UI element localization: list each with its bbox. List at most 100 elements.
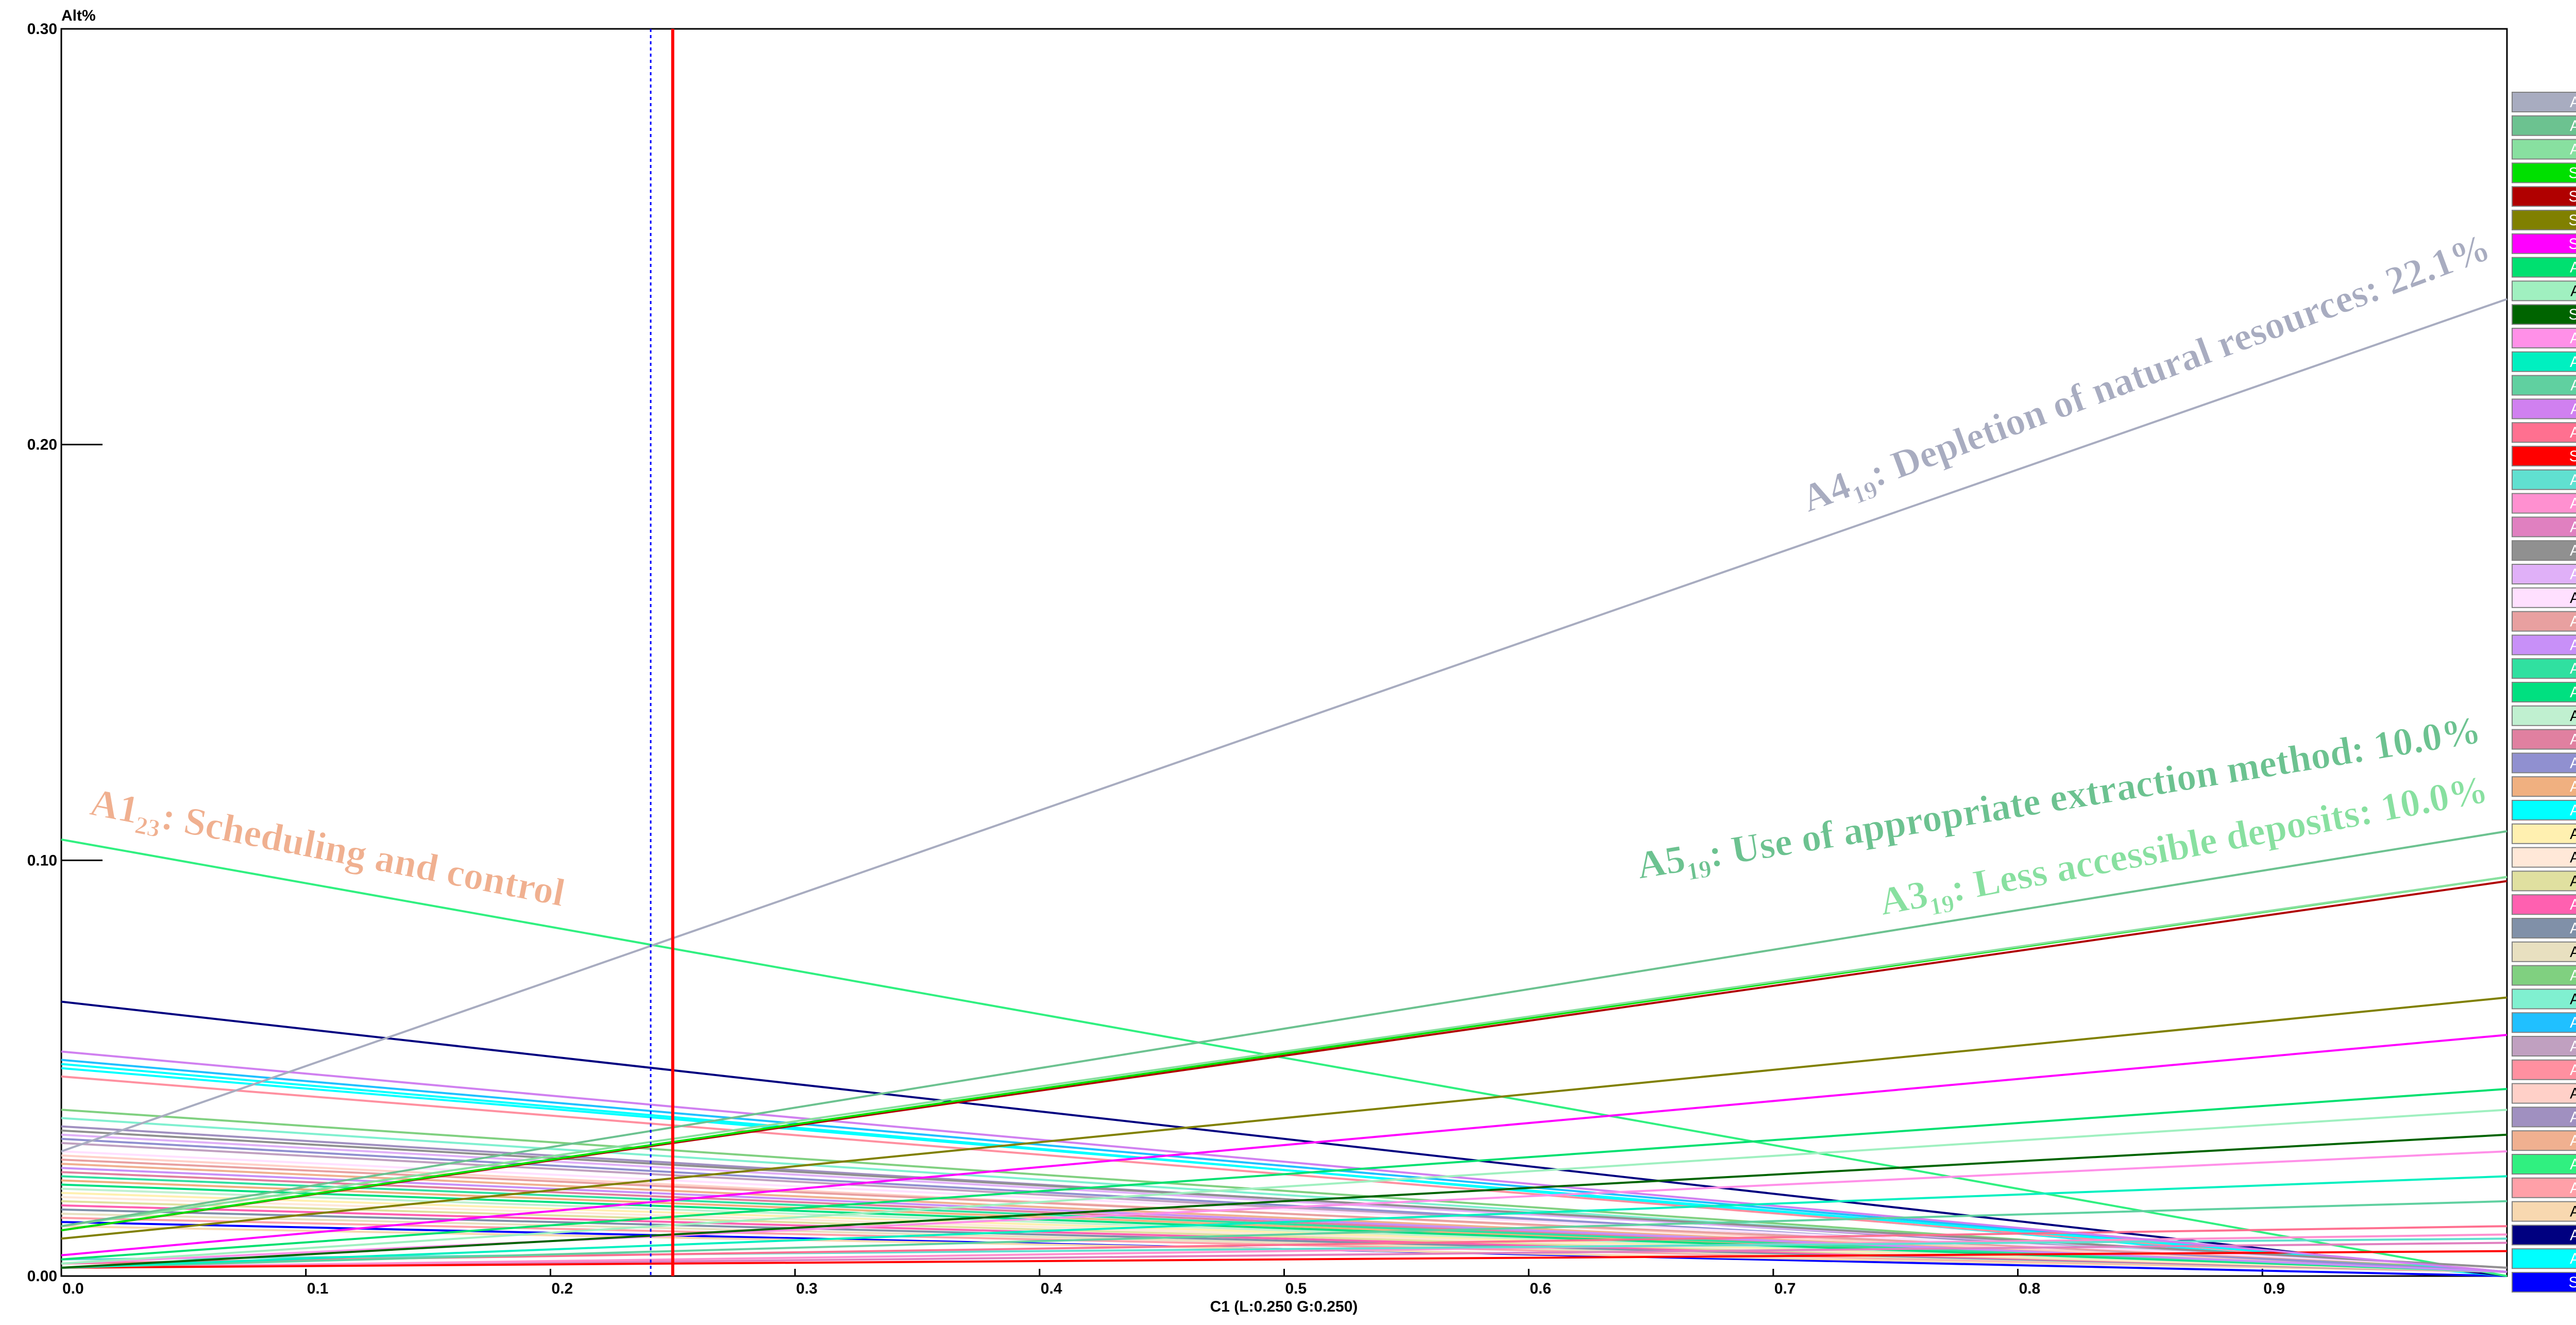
x-axis-label: C1 (L:0.250 G:0.250) [1210, 1298, 1358, 1315]
legend-swatch [2512, 139, 2576, 160]
legend-item: A124 [2512, 1059, 2576, 1080]
series-line [61, 1200, 2507, 1269]
series-line [61, 1059, 2507, 1273]
legend-swatch [2512, 941, 2576, 962]
legend-label: A526 [2570, 708, 2576, 725]
legend-swatch [2512, 493, 2576, 514]
legend-label: A212 [2570, 495, 2576, 512]
x-tick-label: 0.8 [2019, 1280, 2041, 1297]
series-line [61, 876, 2507, 1228]
legend-swatch [2512, 115, 2576, 136]
legend-label: SC17 [2568, 236, 2576, 253]
legend-item: A219 [2512, 257, 2576, 278]
legend-swatch [2512, 398, 2576, 420]
legend-label: A423 [2570, 1085, 2576, 1102]
legend-label: A223 [2570, 1132, 2576, 1149]
series-line [61, 1233, 2507, 1269]
legend-swatch [2512, 1059, 2576, 1080]
legend-label: A525 [2570, 849, 2576, 866]
legend-label: A119 [2570, 282, 2576, 299]
annotation-text: A3 [1876, 873, 1931, 924]
y-tick-label: 0.20 [27, 437, 57, 454]
annotation-sub: 19 [1927, 890, 1957, 921]
legend-swatch [2512, 1036, 2576, 1056]
legend-swatch [2512, 446, 2576, 466]
legend-label: A323 [2570, 1109, 2576, 1126]
legend-swatch [2512, 564, 2576, 584]
legend-swatch [2512, 1272, 2576, 1293]
legend-label: A427 [2570, 542, 2576, 559]
legend-item: A127 [2512, 611, 2576, 632]
legend-label: A219 [2570, 259, 2576, 276]
legend-item: A121 [2512, 1248, 2576, 1269]
legend-swatch [2512, 233, 2576, 254]
legend-label: A226 [2570, 778, 2576, 795]
annotation-sub: 19 [1685, 855, 1714, 886]
series-line [61, 1129, 2507, 1269]
legend-swatch [2512, 162, 2576, 183]
series-line [61, 1159, 2507, 1269]
legend-swatch [2512, 776, 2576, 797]
legend-item: SC15 [2512, 210, 2576, 230]
y-tick-label: 0.10 [27, 852, 57, 869]
legend-swatch [2512, 682, 2576, 702]
series-line [61, 1175, 2507, 1273]
legend-item: A216 [2512, 422, 2576, 443]
legend-label: A316 [2570, 330, 2576, 347]
legend-item: A316 [2512, 328, 2576, 348]
legend-label: A324 [2570, 1014, 2576, 1031]
legend-item: A423 [2512, 1083, 2576, 1104]
legend-swatch [2512, 1106, 2576, 1128]
y-tick-label: 0.30 [27, 21, 57, 38]
legend-swatch [2512, 1248, 2576, 1269]
legend-item: A225 [2512, 918, 2576, 938]
legend-item: A126 [2512, 800, 2576, 820]
legend-item: A116 [2512, 375, 2576, 396]
legend-label: A125 [2570, 944, 2576, 961]
series-line [61, 1050, 2507, 1273]
legend-item: A419 [2512, 92, 2576, 112]
legend-label: A124 [2570, 1062, 2576, 1079]
legend-label: SC18 [2568, 306, 2576, 323]
legend-item: A526 [2512, 705, 2576, 726]
legend-swatch [2512, 1201, 2576, 1222]
legend-item: A519 [2512, 115, 2576, 136]
x-tick-label: 0.9 [2263, 1280, 2285, 1297]
legend-label: A826 [2570, 636, 2576, 653]
series-line [61, 1067, 2507, 1273]
legend-swatch [2512, 988, 2576, 1010]
legend-label: SC11 [2569, 448, 2576, 465]
x-tick-label: 0.3 [796, 1280, 818, 1297]
legend-swatch [2512, 328, 2576, 348]
legend-swatch [2512, 469, 2576, 490]
legend-item: A425 [2512, 870, 2576, 892]
legend-label: A112 [2570, 400, 2576, 417]
legend-swatch [2512, 210, 2576, 230]
legend-item: A119 [2512, 280, 2576, 301]
legend-label: A519 [2570, 118, 2576, 135]
legend-label: SC15 [2568, 212, 2576, 229]
legend-item: A726 [2512, 658, 2576, 679]
legend-swatch [2512, 516, 2576, 538]
legend-label: SC22 [2568, 1274, 2576, 1291]
series-line [61, 1088, 2507, 1261]
legend-swatch [2512, 1225, 2576, 1246]
legend-label: A312 [2570, 472, 2576, 489]
legend-label: A127 [2570, 613, 2576, 630]
legend-swatch [2512, 422, 2576, 443]
legend-label: A416 [2570, 354, 2576, 371]
series-line [61, 1000, 2507, 1277]
legend-label: A419 [2570, 94, 2576, 111]
series-line [61, 996, 2507, 1240]
legend-item: A312 [2512, 469, 2576, 490]
legend-swatch [2512, 729, 2576, 750]
annotation-text: A5 [1634, 837, 1688, 887]
series-line [61, 1133, 2507, 1269]
legend-item: A212 [2512, 493, 2576, 514]
legend-label: A726 [2570, 660, 2576, 677]
legend-label: A625 [2570, 826, 2576, 843]
legend-item: A327 [2512, 564, 2576, 584]
legend-label: A319 [2570, 141, 2576, 158]
legend-swatch [2512, 752, 2576, 774]
